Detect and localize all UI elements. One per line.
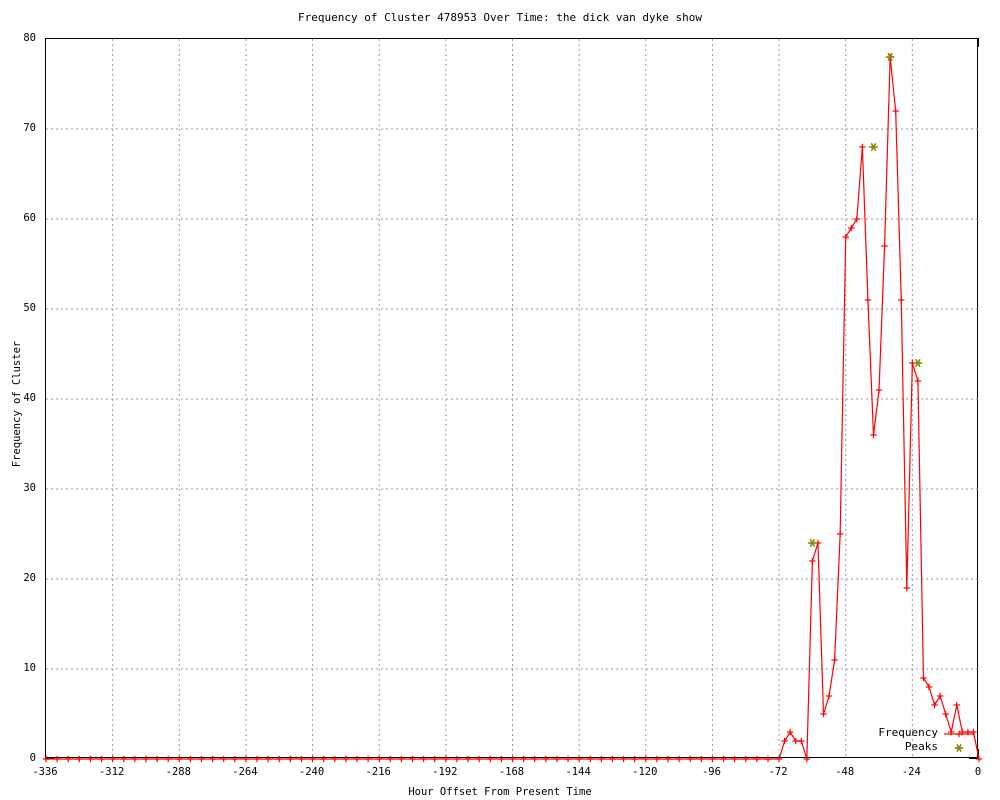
x-tick-label: -168 — [498, 766, 525, 778]
x-tick-label: -96 — [701, 766, 721, 778]
x-tick-label: -120 — [632, 766, 658, 778]
series-frequency — [42, 53, 983, 763]
y-tick-label: 60 — [23, 212, 36, 224]
data-series-layer — [42, 53, 983, 763]
x-tick-label: -216 — [365, 766, 391, 778]
x-tick-label: -48 — [835, 766, 855, 778]
x-tick-label: -144 — [565, 766, 591, 778]
grid-lines — [46, 39, 979, 759]
y-tick-label: 30 — [23, 482, 36, 494]
plot-area — [42, 38, 983, 763]
y-tick-label: 0 — [29, 752, 36, 764]
x-tick-label: -24 — [901, 766, 921, 778]
x-tick-label: -336 — [32, 766, 58, 778]
x-tick-label: -72 — [768, 766, 788, 778]
y-axis-label: Frequency of Cluster — [11, 340, 23, 468]
y-tick-label: 70 — [23, 122, 36, 134]
x-axis-label: Hour Offset From Present Time — [408, 786, 592, 798]
y-tick-label: 50 — [23, 302, 36, 314]
x-tick-label: -240 — [298, 766, 325, 778]
x-tick-label: -312 — [98, 766, 125, 778]
y-tick-label: 80 — [23, 32, 36, 44]
chart-title: Frequency of Cluster 478953 Over Time: t… — [298, 11, 702, 24]
x-tick-label: -192 — [432, 766, 458, 778]
y-tick-label: 20 — [23, 572, 36, 584]
x-tick-mark — [978, 749, 979, 758]
x-tick-mark — [978, 38, 979, 47]
x-tick-label: -288 — [165, 766, 191, 778]
x-tick-label: 0 — [974, 766, 982, 778]
y-tick-label: 10 — [23, 662, 36, 674]
y-tick-mark — [969, 758, 978, 759]
y-tick-label: 40 — [23, 392, 36, 404]
series-peaks — [808, 53, 923, 547]
x-tick-label: -264 — [232, 766, 258, 778]
